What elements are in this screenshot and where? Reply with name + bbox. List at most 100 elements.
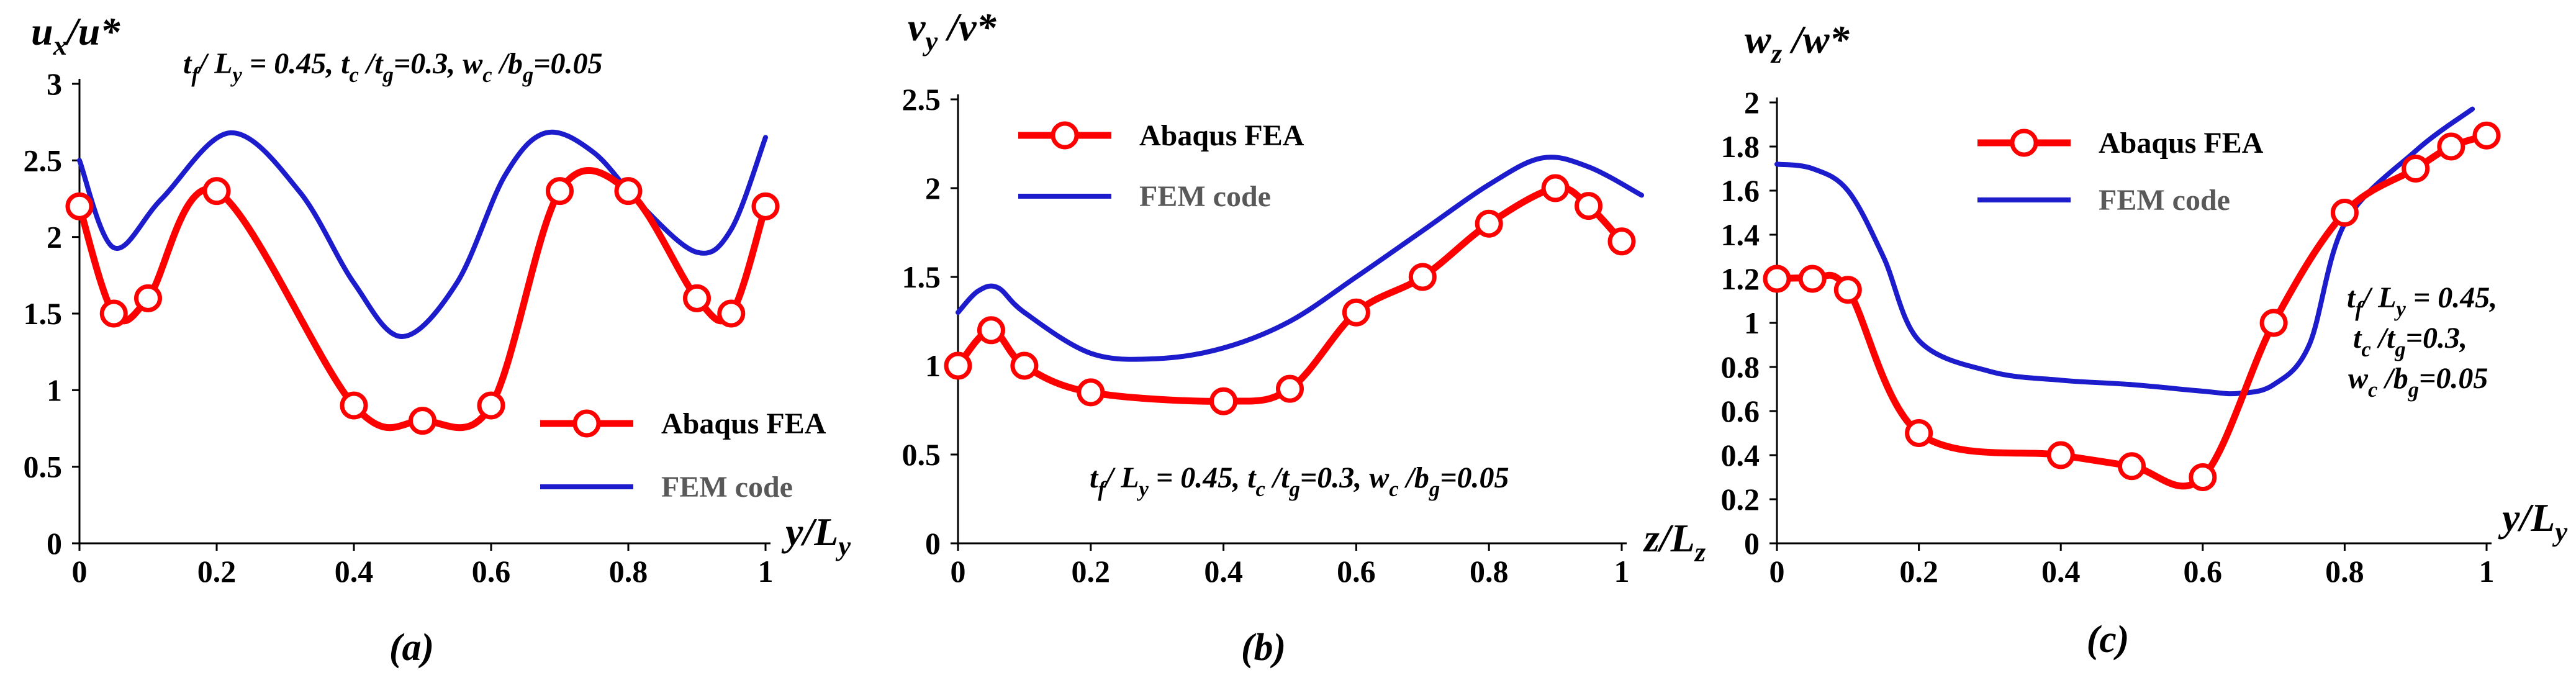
parameter-annotation-line: tc​ /tg​=0.3, <box>2353 322 2467 361</box>
x-tick-label: 0.6 <box>1337 554 1376 589</box>
x-tick-label: 0.4 <box>1204 554 1243 589</box>
x-tick-label: 1 <box>2479 554 2495 589</box>
parameter-annotation-line-part: t <box>2353 322 2362 355</box>
x-tick-label: 0.2 <box>197 554 237 589</box>
x-tick-label: 0.6 <box>2184 554 2223 589</box>
data-point-marker <box>1408 263 1437 291</box>
parameter-annotation-part: =0.3, w <box>394 47 483 80</box>
y-tick-label: 2 <box>1744 85 1760 120</box>
legend: Abaqus FEA FEM code <box>1977 127 2264 217</box>
subplot-label: (c) <box>2087 618 2130 661</box>
series-fem <box>77 129 768 339</box>
x-axis-label-main: z/L <box>1643 516 1695 560</box>
parameter-annotation-part: / L <box>197 47 233 80</box>
legend-label-fem: FEM code <box>1139 180 1271 213</box>
y-tick-label: 1.5 <box>24 296 63 331</box>
data-point-marker <box>1276 374 1304 403</box>
x-axis-label-main: y/L <box>2498 496 2555 540</box>
y-tick-label: 1 <box>47 373 62 407</box>
parameter-annotation: tf​/ Ly​ = 0.45, tc​ /tg​=0.3, wc​ /bg​=… <box>1090 461 1509 501</box>
data-point-marker <box>944 351 972 380</box>
y-tick-label: 2 <box>47 220 62 255</box>
y-tick-label: 0.6 <box>1721 394 1760 428</box>
parameter-annotation-part: /t <box>1265 461 1290 494</box>
series-line-abaqus <box>1773 132 2490 490</box>
data-point-marker <box>202 177 231 206</box>
y-tick-label: 1.2 <box>1721 261 1760 296</box>
legend-label-abaqus: Abaqus FEA <box>1139 119 1304 152</box>
y-tick-label: 0.4 <box>1721 438 1760 473</box>
series-line-abaqus <box>954 184 1625 405</box>
y-axis-label-main: w <box>1745 17 1771 61</box>
y-axis-label: ux/u* <box>31 9 120 61</box>
parameter-annotation-sub: g <box>382 63 394 87</box>
x-tick-label: 0.2 <box>1072 554 1111 589</box>
y-tick-label: 1 <box>925 348 941 383</box>
y-tick-label: 0 <box>925 526 941 561</box>
parameter-annotation-sub: c <box>1256 478 1265 501</box>
y-axis-label: wz /w* <box>1745 17 1850 69</box>
parameter-annotation-line: wc​ /bg​=0.05 <box>2348 362 2488 402</box>
parameter-annotation: tf​/ Ly​ = 0.45, tc​ /tg​=0.3, wc​ /bg​=… <box>183 47 603 87</box>
data-point-marker <box>2437 132 2465 161</box>
data-point-marker <box>1342 298 1370 327</box>
data-point-marker <box>1798 265 1827 293</box>
parameter-annotation-part: /b <box>1399 461 1429 494</box>
x-axis-label: y/Ly <box>781 510 851 561</box>
parameter-annotation-line-sub: c <box>2368 378 2377 402</box>
x-axis-label: y/Ly <box>2498 496 2568 547</box>
parameter-annotation-sub: f <box>1098 478 1107 501</box>
data-point-marker <box>2118 452 2146 481</box>
data-point-marker <box>683 284 711 312</box>
parameter-annotation-part: /t <box>359 47 384 80</box>
data-point-marker <box>1010 351 1039 380</box>
parameter-annotation-line-part: /t <box>2371 322 2396 355</box>
legend-marker-abaqus <box>572 409 601 438</box>
x-tick-label: 0.4 <box>335 554 374 589</box>
x-tick-label: 0.6 <box>472 554 511 589</box>
x-tick-label: 0.2 <box>1899 554 1938 589</box>
data-point-marker <box>2259 309 2288 337</box>
legend-label-abaqus: Abaqus FEA <box>2099 127 2264 160</box>
x-axis-label: z/Lz <box>1643 516 1706 568</box>
parameter-annotation-part: =0.3, w <box>1300 461 1390 494</box>
x-axis-label-sub: y <box>835 530 851 561</box>
x-tick-label: 0 <box>951 554 966 589</box>
y-tick-label: 1 <box>1744 306 1760 340</box>
legend: Abaqus FEA FEM code <box>540 407 826 504</box>
parameter-annotation-part: t <box>183 47 192 80</box>
series-line-abaqus <box>76 167 769 432</box>
y-axis-label-rest: /w* <box>1782 17 1850 61</box>
data-point-marker <box>1541 174 1570 202</box>
subplot-label: (a) <box>389 627 434 669</box>
x-axis-label-sub: y <box>2552 516 2568 547</box>
legend-marker-abaqus <box>1051 121 1079 150</box>
parameter-annotation-sub: c <box>1389 478 1398 501</box>
parameter-annotation-line-part: =0.3, <box>2406 322 2467 355</box>
parameter-annotation-line-sub: g <box>2408 378 2419 402</box>
data-point-marker <box>1905 419 1933 447</box>
parameter-annotation-line-part: = 0.45, <box>2406 281 2497 314</box>
parameter-annotation-part: t <box>1090 461 1099 494</box>
parameter-annotation-sub: c <box>482 63 492 87</box>
parameter-annotation-sub: g <box>1429 478 1440 501</box>
chart-panel-a: 00.20.40.60.8100.511.522.53ux/u*y/Lytf​/… <box>24 9 852 669</box>
parameter-annotation-sub: g <box>1289 478 1300 501</box>
parameter-annotation-sub: c <box>350 63 359 87</box>
parameter-annotation-part: /b <box>492 47 523 80</box>
y-axis-label-sub: x <box>53 30 67 61</box>
legend-label-fem: FEM code <box>2099 184 2230 217</box>
y-tick-label: 1.5 <box>902 260 941 294</box>
data-point-marker <box>1575 192 1603 220</box>
y-tick-label: 0.2 <box>1721 482 1760 517</box>
x-tick-label: 0.8 <box>2325 554 2364 589</box>
y-tick-label: 2.5 <box>24 143 63 178</box>
y-tick-label: 1.8 <box>1721 129 1760 164</box>
series-fem <box>1774 106 2475 397</box>
y-axis-label-rest: /v* <box>938 5 997 49</box>
parameter-annotation-part: = 0.45, t <box>242 47 350 80</box>
legend-label-abaqus: Abaqus FEA <box>661 407 826 440</box>
parameter-annotation-line-part: w <box>2348 362 2369 395</box>
